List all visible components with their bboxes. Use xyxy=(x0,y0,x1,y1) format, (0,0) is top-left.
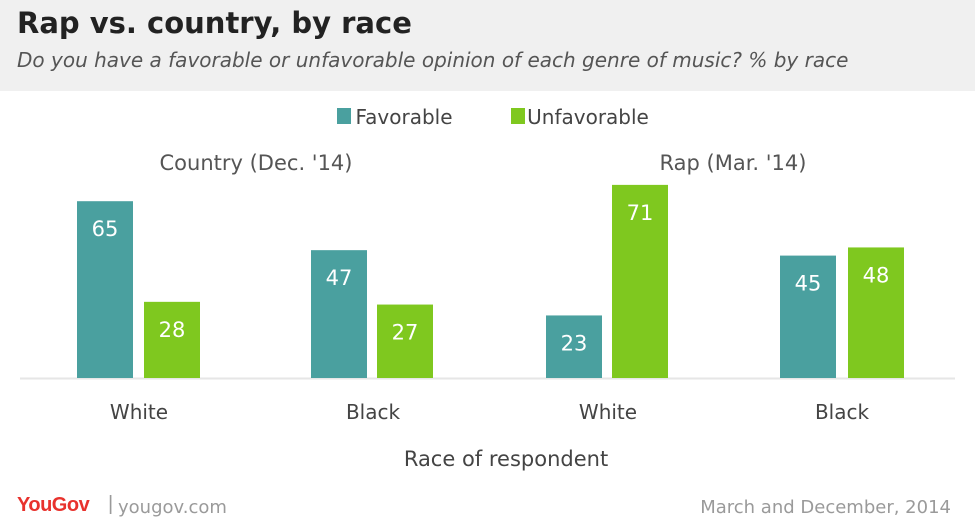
data-label-favorable: 23 xyxy=(561,331,588,355)
chart-title: Rap vs. country, by race xyxy=(17,6,412,40)
legend-swatch-favorable xyxy=(337,108,351,124)
legend-label-unfavorable: Unfavorable xyxy=(527,105,649,129)
header-band xyxy=(0,0,975,91)
bar-favorable xyxy=(546,315,602,378)
data-label-unfavorable: 28 xyxy=(159,318,186,342)
bar-favorable xyxy=(780,255,836,378)
data-label-unfavorable: 71 xyxy=(627,201,654,225)
x-axis-title: Race of respondent xyxy=(404,447,608,471)
bar-unfavorable xyxy=(848,247,904,378)
grouped-bar-chart: Favorable Unfavorable Country (Dec. '14) Wh… xyxy=(20,105,955,471)
legend-swatch-unfavorable xyxy=(511,108,525,124)
footer-site: yougov.com xyxy=(118,497,227,518)
data-label-favorable: 65 xyxy=(92,217,119,241)
yougov-logo: YouGov xyxy=(17,494,90,516)
category-tick-label: White xyxy=(579,400,637,424)
category-tick-label: Black xyxy=(346,400,401,424)
bar-favorable xyxy=(311,250,367,378)
bar-favorable xyxy=(77,201,133,378)
bar-unfavorable xyxy=(612,184,668,378)
bar-unfavorable xyxy=(144,301,200,378)
panel-title: Rap (Mar. '14) xyxy=(660,151,807,175)
chart-subtitle: Do you have a favorable or unfavorable o… xyxy=(17,48,849,72)
bar-unfavorable xyxy=(377,304,433,378)
data-label-unfavorable: 27 xyxy=(392,321,419,345)
data-label-unfavorable: 48 xyxy=(863,263,890,287)
data-label-favorable: 47 xyxy=(326,266,353,290)
footer-separator: | xyxy=(108,493,114,515)
legend-label-favorable: Favorable xyxy=(355,105,452,129)
panel-title: Country (Dec. '14) xyxy=(160,151,353,175)
category-tick-label: White xyxy=(110,400,168,424)
category-tick-label: Black xyxy=(815,400,870,424)
footer-date: March and December, 2014 xyxy=(700,497,951,518)
data-label-favorable: 45 xyxy=(795,272,822,296)
